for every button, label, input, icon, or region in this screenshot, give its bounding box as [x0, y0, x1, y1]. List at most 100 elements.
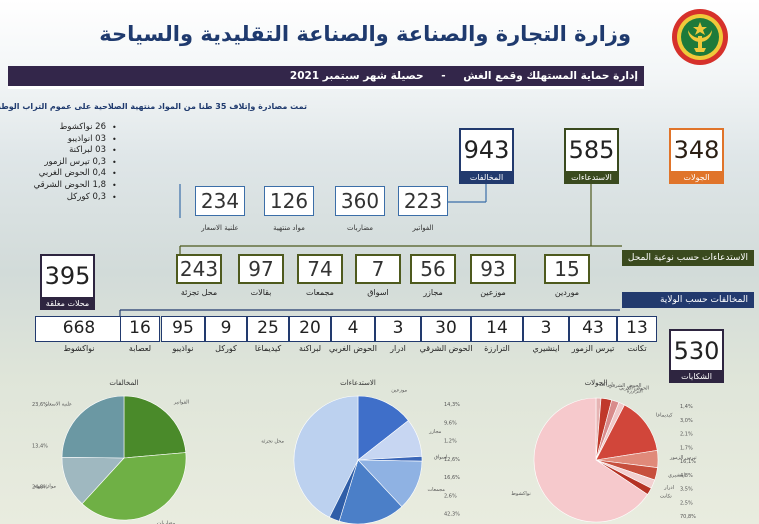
offenses-by-state-header: المخالفات حسب الولاية: [622, 292, 754, 308]
pie-slice: [123, 395, 187, 459]
logo: [652, 8, 748, 66]
pie-slice-label: مجمعات: [427, 487, 445, 493]
pie-slice: [61, 395, 125, 459]
bullet-icon: •: [112, 123, 117, 132]
state-offense-label: لعصابة: [128, 344, 152, 353]
seized-item: • 26 نواكشوط: [30, 122, 122, 134]
bullet-icon: •: [112, 169, 117, 179]
seized-place: لبراكنة: [69, 145, 93, 156]
pie-slice-label: مجازر: [428, 429, 442, 435]
offense-type-label: مواد منتهية: [273, 224, 305, 232]
state-offense-value: 14: [471, 316, 523, 342]
state-offense-label: لبراكنة: [299, 344, 321, 353]
summons-place-value: 93: [470, 254, 516, 284]
seized-list: • 26 نواكشوط • 03 انواذيبو • 03 لبراكنة • 0,3 ت…: [30, 122, 122, 203]
subheader-dash: -: [441, 70, 446, 82]
pie-slice-label: الحوض الغربي: [619, 386, 649, 392]
state-offense-value: 16: [120, 316, 160, 342]
state-offense-label: نواكشوط: [63, 344, 95, 353]
chart-title-tours: الجولات: [584, 379, 608, 387]
offense-type-label: علنية الاسعار: [201, 224, 239, 232]
summons-place-label: مجازر: [423, 288, 443, 297]
pie-percent-label: 14,3%: [444, 402, 460, 408]
pie-percent-label: 2,5%: [680, 500, 693, 506]
pie-slice-label: كيديماغا: [656, 413, 673, 419]
summons-by-place-header: الاستدعاءات حسب نوعية المحل: [622, 250, 754, 266]
kpi-offenses-label: المخالفات: [459, 171, 514, 184]
chart-title-summons: الاستدعاءات: [340, 379, 376, 387]
seized-qty: 1,8: [92, 179, 106, 190]
pie-percent-label: 3,5%: [680, 487, 693, 493]
seized-qty: 0,4: [92, 168, 106, 179]
kpi-offenses-value: 943: [463, 136, 510, 164]
offense-type-label: الفواتير: [412, 224, 434, 232]
state-offense-value: 95: [161, 316, 205, 342]
summons-place-value: 7: [355, 254, 401, 284]
state-offense-value: 25: [247, 316, 289, 342]
summons-place-value: 97: [238, 254, 284, 284]
pie-slice-label: الفواتير: [173, 399, 189, 405]
pie-percent-label: 1,4%: [680, 404, 693, 410]
state-offense-value: 3: [375, 316, 421, 342]
seized-item: • 0,3 تيرس الزمور: [30, 157, 122, 169]
pie-slice: [293, 395, 359, 518]
seized-item: • 03 لبراكنة: [30, 145, 122, 157]
state-offense-label: الحوض الشرقي: [419, 344, 473, 353]
subheader-text: إدارة حماية المستهلك وقمع الغش - حصيلة ش…: [18, 67, 638, 85]
summons-place-value: 74: [297, 254, 343, 284]
bullet-icon: •: [112, 134, 117, 144]
seized-item: • 03 انواذيبو: [30, 134, 122, 146]
summons-place-label: بقالات: [250, 288, 272, 297]
pie-percent-label: 16,6%: [444, 475, 460, 481]
summons-place-label: مجمعات: [306, 288, 334, 297]
bullet-icon: •: [112, 180, 117, 190]
kpi-offenses: 943 المخالفات: [459, 128, 514, 184]
pie-slice-label: نواكشوط: [511, 491, 530, 497]
report-period: حصيلة شهر سبتمبر 2021: [289, 70, 424, 82]
summons-place-value: 56: [410, 254, 456, 284]
bullet-icon: •: [112, 157, 117, 167]
seized-qty: 0,3: [92, 156, 106, 167]
kpi-tours: 348 الجولات: [669, 128, 724, 184]
state-offense-value: 3: [523, 316, 569, 342]
state-offense-label: كيديماغا: [254, 344, 282, 353]
pie-percent-label: 12,6%: [444, 457, 460, 463]
state-offense-label: الترارزة: [484, 344, 510, 353]
pie-percent-label: 9,6%: [444, 420, 457, 426]
pie-slice-label: تيرس الزمور: [669, 455, 697, 461]
seized-qty: 0,3: [92, 191, 106, 202]
seized-item: • 1,8 الحوض الشرقي: [30, 180, 122, 192]
pie-slice-label: الحوض الشرقي: [608, 383, 641, 389]
offense-type-value: 234: [195, 186, 245, 216]
state-offense-value: 43: [569, 316, 617, 342]
state-offense-value: 13: [617, 316, 657, 342]
pie-slice: [357, 395, 409, 461]
department-name: إدارة حماية المستهلك وقمع الغش: [463, 70, 638, 82]
kpi-closed-shops-label: محلات مغلقة: [40, 297, 95, 310]
seizure-note: تمت مصادرة وإتلاف 35 طنا من المواد منتهي…: [0, 102, 307, 111]
state-offense-label: اينشيري: [532, 344, 560, 353]
pie-slice-label: محل تجزئة: [261, 439, 284, 445]
pie-slice-label: الترارزة: [627, 389, 643, 395]
subheader-bar: [8, 66, 644, 86]
kpi-closed-shops: 395 محلات مغلقة: [40, 254, 95, 310]
state-offense-value: 4: [331, 316, 375, 342]
seized-place: الحوض الغربي: [38, 168, 90, 179]
pie-slice: [595, 404, 658, 461]
state-offense-label: كوركل: [215, 344, 237, 353]
pie-slice-label: اينشيري: [668, 473, 685, 479]
state-offense-value: 20: [289, 316, 331, 342]
pie-percent-label: 13,4%: [32, 443, 48, 449]
state-offense-label: الحوض الغربي: [329, 344, 377, 353]
seized-place: انواذيبو: [67, 133, 93, 144]
pie-slice-label: موزعين: [391, 388, 407, 394]
pie-slice-label: مضاربات: [157, 520, 176, 524]
pie-percent-label: 1,2%: [444, 439, 457, 445]
state-offense-value: 30: [421, 316, 471, 342]
summons-place-label: محل تجزئة: [180, 288, 218, 297]
seized-item-text: 0,3 كوركل: [67, 192, 106, 204]
pie-percent-label: 2,1%: [680, 432, 693, 438]
pie-percent-label: 42,3%: [444, 512, 460, 518]
